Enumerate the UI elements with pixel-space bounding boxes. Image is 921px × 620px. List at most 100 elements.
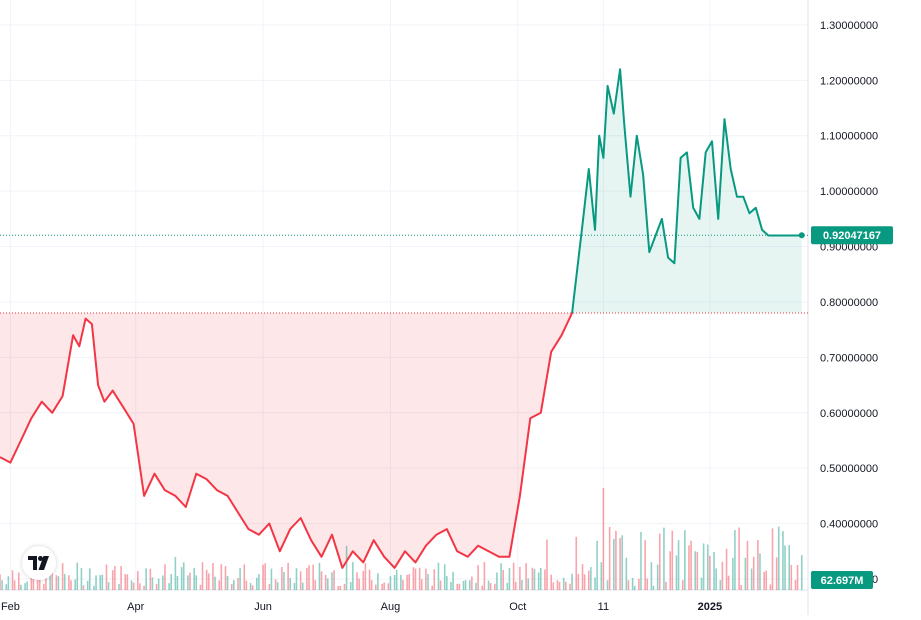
volume-bar-16 bbox=[49, 571, 51, 590]
volume-bar-201 bbox=[627, 580, 630, 590]
volume-bar-147 bbox=[458, 583, 461, 590]
volume-bar-162 bbox=[506, 582, 509, 590]
volume-bar-243 bbox=[759, 553, 761, 590]
volume-bar-64 bbox=[199, 584, 202, 590]
volume-bar-26 bbox=[80, 568, 83, 590]
volume-bar-5 bbox=[13, 580, 16, 590]
volume-bar-138 bbox=[431, 585, 433, 590]
y-tick-label-4: 0.90000000 bbox=[820, 242, 878, 254]
volume-bar-6 bbox=[17, 572, 20, 590]
volume-bar-113 bbox=[352, 562, 354, 590]
volume-bar-20 bbox=[61, 563, 64, 590]
volume-bar-239 bbox=[746, 540, 749, 590]
volume-bar-111 bbox=[345, 545, 348, 590]
volume-bar-73 bbox=[226, 575, 229, 590]
x-tick-label-3: Aug bbox=[381, 601, 401, 613]
volume-bar-199 bbox=[621, 535, 623, 590]
volume-bar-0 bbox=[0, 574, 1, 590]
volume-bar-223 bbox=[696, 551, 699, 590]
volume-bar-12 bbox=[36, 572, 39, 590]
volume-bar-1 bbox=[1, 580, 3, 590]
volume-bar-101 bbox=[314, 580, 317, 590]
volume-bar-51 bbox=[157, 578, 160, 590]
volume-bar-94 bbox=[293, 583, 296, 590]
volume-bar-109 bbox=[339, 585, 342, 590]
volume-bar-34 bbox=[105, 564, 108, 590]
volume-bar-159 bbox=[496, 572, 498, 590]
volume-bar-146 bbox=[456, 583, 459, 590]
volume-bar-2 bbox=[5, 584, 8, 590]
current-price-badge bbox=[811, 226, 893, 245]
volume-bar-38 bbox=[118, 584, 120, 590]
price-line bbox=[0, 68, 802, 569]
volume-bar-219 bbox=[684, 530, 686, 590]
volume-bar-42 bbox=[130, 580, 133, 590]
volume-bar-215 bbox=[671, 530, 674, 590]
volume-bar-197 bbox=[615, 530, 617, 590]
volume-bar-124 bbox=[387, 583, 390, 590]
volume-bar-238 bbox=[744, 557, 747, 590]
tradingview-logo-icon[interactable] bbox=[22, 546, 56, 580]
volume-bar-85 bbox=[264, 563, 266, 590]
volume-bar-202 bbox=[631, 577, 634, 590]
grid-lines bbox=[0, 0, 809, 615]
x-tick-label-6: 2025 bbox=[698, 601, 722, 613]
volume-bar-18 bbox=[55, 575, 58, 590]
volume-bar-100 bbox=[312, 564, 314, 590]
volume-bar-236 bbox=[738, 527, 740, 590]
volume-bar-185 bbox=[577, 573, 580, 590]
volume-bar-41 bbox=[126, 574, 129, 590]
volume-bar-106 bbox=[331, 572, 333, 590]
volume-bar-176 bbox=[550, 574, 552, 590]
volume-bar-133 bbox=[414, 568, 417, 590]
volume-bar-31 bbox=[95, 575, 97, 590]
volume-bar-220 bbox=[688, 545, 690, 590]
volume-bar-207 bbox=[646, 578, 649, 590]
volume-bar-210 bbox=[656, 564, 659, 590]
volume-bar-28 bbox=[86, 580, 89, 590]
volume-bar-80 bbox=[249, 582, 252, 590]
volume-bar-123 bbox=[383, 582, 385, 590]
volume-bar-218 bbox=[681, 580, 684, 590]
price-line-above bbox=[570, 68, 802, 314]
volume-bar-194 bbox=[606, 580, 609, 590]
volume-bar-79 bbox=[245, 580, 248, 590]
volume-bar-195 bbox=[608, 526, 611, 590]
volume-bar-158 bbox=[494, 583, 496, 590]
volume-bar-32 bbox=[99, 575, 102, 590]
volume-bar-216 bbox=[675, 555, 678, 590]
price-line-below bbox=[0, 313, 574, 569]
volume-bar-213 bbox=[665, 581, 667, 590]
y-tick-label-1: 1.20000000 bbox=[820, 75, 878, 87]
volume-bar-214 bbox=[669, 551, 672, 590]
volume-bar-24 bbox=[74, 579, 76, 590]
volume-bar-119 bbox=[370, 580, 373, 590]
volume-bar-14 bbox=[43, 584, 45, 590]
volume-badge bbox=[811, 571, 873, 589]
volume-bar-45 bbox=[139, 583, 141, 590]
volume-bar-244 bbox=[763, 571, 765, 590]
last-price-dot bbox=[798, 232, 805, 239]
price-area bbox=[0, 69, 802, 568]
volume-bar-112 bbox=[349, 581, 352, 590]
volume-bar-232 bbox=[725, 548, 728, 590]
volume-bar-37 bbox=[114, 566, 116, 590]
volume-bar-120 bbox=[375, 584, 377, 590]
volume-bar-182 bbox=[569, 583, 571, 590]
volume-bar-235 bbox=[734, 530, 736, 590]
current-price-label: 0.92047167 bbox=[823, 230, 881, 242]
volume-bar-254 bbox=[794, 579, 797, 590]
x-tick-label-1: Apr bbox=[127, 601, 144, 613]
volume-bar-209 bbox=[652, 585, 655, 590]
price-area-below bbox=[0, 313, 573, 568]
volume-bar-245 bbox=[765, 570, 768, 590]
volume-bar-129 bbox=[402, 579, 404, 590]
volume-bar-44 bbox=[136, 571, 139, 590]
volume-bar-50 bbox=[155, 584, 158, 590]
volume-bar-33 bbox=[101, 574, 104, 590]
volume-bar-222 bbox=[694, 551, 697, 590]
volume-bar-178 bbox=[556, 580, 559, 590]
x-tick-label-5: 11 bbox=[598, 601, 609, 613]
